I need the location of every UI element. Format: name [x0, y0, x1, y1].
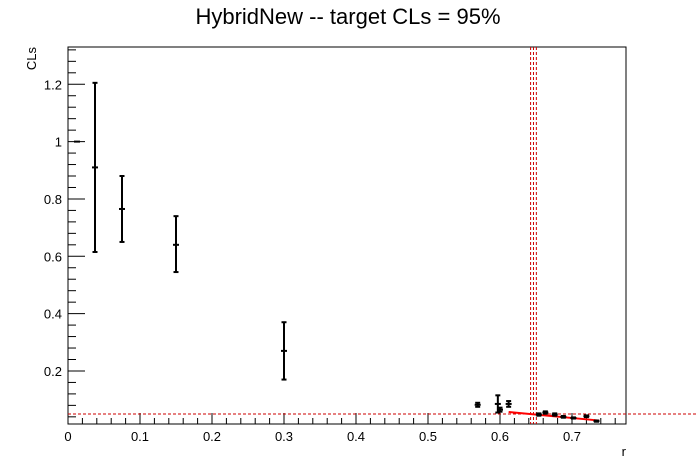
x-tick-label: 0.5	[419, 429, 437, 444]
data-point	[551, 412, 558, 417]
data-point	[92, 81, 98, 253]
data-point	[560, 414, 567, 419]
y-tick-label: 0.8	[44, 192, 62, 207]
y-tick-label: 0.6	[44, 249, 62, 264]
data-point	[542, 410, 549, 415]
y-tick-label: 1.2	[44, 77, 62, 92]
y-tick-label: 1	[55, 135, 62, 150]
plot-frame	[67, 46, 627, 425]
data-points	[74, 81, 600, 423]
x-axis-label: r	[622, 444, 627, 459]
x-tick-label: 0.1	[131, 429, 149, 444]
data-point	[505, 400, 512, 408]
reference-lines	[68, 47, 696, 424]
data-point	[535, 412, 542, 417]
data-point	[583, 414, 590, 419]
axes: 0 0.1 0.2 0.3 0.4 0.5 0.6 0.7 0.2 0.4 0.6 0.8 1 1.2	[44, 49, 616, 444]
x-tick-label: 0.2	[203, 429, 221, 444]
data-point	[497, 406, 503, 413]
data-point	[173, 215, 179, 274]
data-point	[570, 416, 577, 420]
data-point	[281, 321, 287, 381]
data-point	[474, 401, 481, 408]
data-point	[593, 419, 600, 423]
y-axis-label: CLs	[24, 47, 39, 71]
x-tick-label: 0.6	[491, 429, 509, 444]
chart-title: HybridNew -- target CLs = 95%	[195, 4, 501, 29]
x-tick-label: 0.7	[563, 429, 581, 444]
data-point	[119, 175, 125, 243]
x-tick-label: 0	[64, 429, 71, 444]
x-tick-label: 0.4	[347, 429, 365, 444]
x-tick-label: 0.3	[275, 429, 293, 444]
plot-border	[67, 46, 627, 425]
y-tick-label: 0.4	[44, 307, 62, 322]
y-tick-label: 0.2	[44, 364, 62, 379]
